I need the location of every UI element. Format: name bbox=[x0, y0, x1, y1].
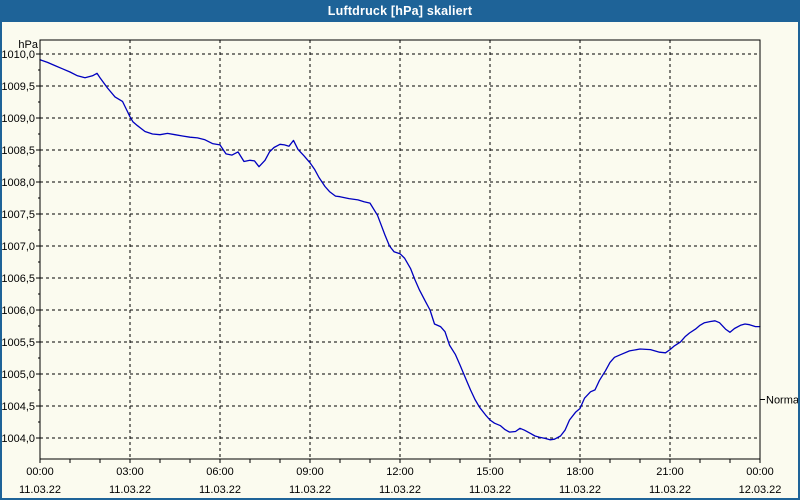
y-tick-label: 1009,0 bbox=[2, 113, 35, 125]
y-axis-unit-label: hPa bbox=[18, 39, 38, 51]
y-tick-label: 1004,0 bbox=[2, 433, 35, 445]
x-tick-time-label: 12:00 bbox=[386, 466, 414, 478]
y-tick-label: 1008,5 bbox=[2, 145, 35, 157]
x-tick-date-label: 11.03.22 bbox=[289, 484, 331, 496]
y-tick-label: 1006,0 bbox=[2, 305, 35, 317]
y-tick-label: 1005,5 bbox=[2, 337, 35, 349]
normal-marker-label: Normal bbox=[766, 395, 798, 407]
y-tick-label: 1007,0 bbox=[2, 241, 35, 253]
x-tick-date-label: 11.03.22 bbox=[109, 484, 151, 496]
x-tick-date-label: 11.03.22 bbox=[199, 484, 241, 496]
plot-border bbox=[39, 39, 761, 460]
x-tick-time-label: 09:00 bbox=[296, 466, 324, 478]
y-tick-label: 1008,0 bbox=[2, 177, 35, 189]
y-tick-label: 1007,5 bbox=[2, 209, 35, 221]
x-tick-time-label: 15:00 bbox=[476, 466, 504, 478]
x-tick-date-label: 11.03.22 bbox=[379, 484, 421, 496]
pressure-line-chart: 1010,0 1009,5 1009,0 1008,5 1008,0 1007,5 1007… bbox=[2, 39, 798, 496]
window-title-bar[interactable]: Luftdruck [hPa] skaliert bbox=[2, 0, 798, 22]
x-tick-date-label: 11.03.22 bbox=[469, 484, 511, 496]
window-title: Luftdruck [hPa] skaliert bbox=[327, 4, 473, 18]
y-tick-label: 1010,0 bbox=[2, 49, 35, 61]
x-tick-time-label: 21:00 bbox=[656, 466, 684, 478]
x-tick-time-label: 03:00 bbox=[116, 466, 144, 478]
y-tick-label: 1009,5 bbox=[2, 81, 35, 93]
y-tick-label: 1005,0 bbox=[2, 369, 35, 381]
chart-area: 1010,0 1009,5 1009,0 1008,5 1008,0 1007,5 1007… bbox=[2, 22, 798, 498]
pressure-series-line bbox=[39, 59, 761, 441]
y-tick-label: 1004,5 bbox=[2, 401, 35, 413]
x-tick-time-label: 18:00 bbox=[566, 466, 594, 478]
x-tick-time-label: 00:00 bbox=[746, 466, 774, 478]
x-tick-date-label: 12.03.22 bbox=[739, 484, 782, 496]
x-tick-time-label: 00:00 bbox=[26, 466, 54, 478]
x-tick-date-label: 11.03.22 bbox=[559, 484, 601, 496]
x-tick-date-label: 11.03.22 bbox=[19, 484, 61, 496]
x-tick-time-label: 06:00 bbox=[206, 466, 234, 478]
x-tick-date-label: 11.03.22 bbox=[649, 484, 691, 496]
y-tick-label: 1006,5 bbox=[2, 273, 35, 285]
